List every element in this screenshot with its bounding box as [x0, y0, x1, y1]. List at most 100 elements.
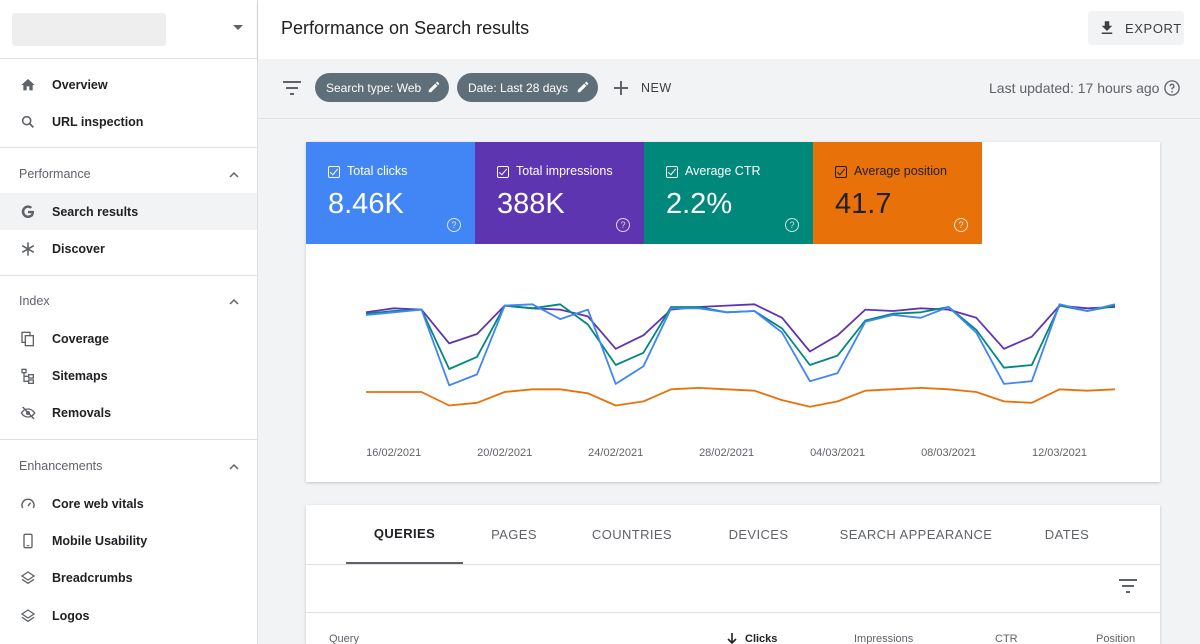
results-table-card: QUERIES PAGES COUNTRIES DEVICES SEARCH A… — [306, 505, 1160, 644]
property-selector[interactable] — [0, 0, 257, 59]
sitemap-icon — [19, 367, 37, 385]
series-line-2 — [365, 303, 1116, 387]
metric-value: 388K — [497, 188, 565, 220]
sidebar-item-discover[interactable]: Discover — [0, 230, 257, 267]
sidebar-item-label: Breadcrumbs — [52, 570, 133, 585]
sidebar-item-url-inspection[interactable]: URL inspection — [0, 103, 257, 140]
filter-list-icon[interactable] — [282, 80, 302, 96]
sidebar-item-core-web-vitals[interactable]: Core web vitals — [0, 485, 257, 522]
metric-total-clicks[interactable]: Total clicks 8.46K ? — [306, 142, 475, 244]
help-icon[interactable]: ? — [954, 218, 968, 232]
metric-value: 41.7 — [835, 188, 892, 220]
tab-queries[interactable]: QUERIES — [346, 505, 463, 564]
metric-label: Total clicks — [347, 164, 408, 178]
section-label: Enhancements — [19, 459, 103, 473]
tab-pages[interactable]: PAGES — [491, 527, 537, 542]
sidebar-item-label: Mobile Usability — [52, 533, 148, 548]
help-icon[interactable] — [1163, 79, 1181, 97]
x-tick-label: 04/03/2021 — [810, 447, 865, 459]
sidebar: Overview URL inspection Performance Sear… — [0, 0, 258, 644]
metric-label: Total impressions — [516, 164, 613, 178]
property-name-placeholder[interactable] — [12, 13, 166, 46]
chevron-up-icon[interactable] — [228, 169, 240, 181]
column-header-position[interactable]: Position — [1096, 633, 1136, 644]
help-icon[interactable]: ? — [616, 218, 630, 232]
metric-total-impressions[interactable]: Total impressions 388K ? — [475, 142, 644, 244]
export-button[interactable]: EXPORT — [1088, 11, 1184, 45]
sidebar-divider — [0, 439, 257, 440]
series-line-0 — [365, 303, 1116, 353]
layers-icon — [19, 607, 37, 625]
sidebar-item-coverage[interactable]: Coverage — [0, 320, 257, 357]
checkbox-checked-icon[interactable] — [835, 166, 847, 178]
page-header: Performance on Search results EXPORT — [258, 0, 1200, 59]
smartphone-icon — [19, 532, 37, 550]
sidebar-divider — [0, 275, 257, 276]
x-tick-label: 12/03/2021 — [1032, 447, 1087, 459]
x-tick-label: 08/03/2021 — [921, 447, 976, 459]
metric-label: Average CTR — [685, 164, 761, 178]
download-icon — [1101, 21, 1113, 34]
sidebar-item-label: URL inspection — [52, 114, 144, 129]
chip-search-type[interactable]: Search type: Web — [315, 73, 449, 102]
section-enhancements[interactable]: Enhancements — [0, 448, 257, 485]
arrow-down-icon[interactable] — [727, 632, 737, 644]
checkbox-checked-icon[interactable] — [497, 166, 509, 178]
x-tick-label: 28/02/2021 — [699, 447, 754, 459]
section-label: Performance — [19, 167, 91, 181]
eye-off-icon — [19, 404, 37, 422]
search-icon — [19, 113, 37, 131]
column-header-query[interactable]: Query — [329, 633, 359, 644]
help-icon[interactable]: ? — [785, 218, 799, 232]
section-index[interactable]: Index — [0, 283, 257, 320]
metric-average-position[interactable]: Average position 41.7 ? — [813, 142, 982, 244]
section-label: Index — [19, 294, 50, 308]
tab-countries[interactable]: COUNTRIES — [591, 527, 673, 542]
x-tick-label: 24/02/2021 — [588, 447, 643, 459]
x-tick-label: 20/02/2021 — [477, 447, 532, 459]
edit-pencil-icon[interactable] — [576, 80, 590, 94]
filter-list-icon[interactable] — [1118, 578, 1138, 594]
column-header-impressions[interactable]: Impressions — [854, 633, 914, 644]
metric-value: 2.2% — [666, 188, 733, 220]
metric-value: 8.46K — [328, 188, 404, 220]
performance-chart-card: Total clicks 8.46K ? Total impressions 3… — [306, 142, 1160, 482]
tab-dates[interactable]: DATES — [1044, 527, 1090, 542]
metric-average-ctr[interactable]: Average CTR 2.2% ? — [644, 142, 813, 244]
sidebar-item-label: Coverage — [52, 331, 109, 346]
sidebar-item-search-results[interactable]: Search results — [0, 193, 257, 230]
tab-search-appearance[interactable]: SEARCH APPEARANCE — [839, 527, 993, 542]
sidebar-item-breadcrumbs[interactable]: Breadcrumbs — [0, 559, 257, 596]
chip-label: Search type: Web — [326, 80, 422, 95]
series-line-1 — [365, 303, 1116, 370]
caret-down-icon[interactable] — [233, 25, 243, 30]
tab-devices[interactable]: DEVICES — [728, 527, 789, 542]
sidebar-item-overview[interactable]: Overview — [0, 66, 257, 103]
chevron-up-icon[interactable] — [228, 296, 240, 308]
sidebar-item-sitemaps[interactable]: Sitemaps — [0, 357, 257, 394]
sidebar-divider — [0, 147, 257, 148]
sidebar-item-mobile-usability[interactable]: Mobile Usability — [0, 522, 257, 559]
sidebar-item-label: Search results — [52, 204, 139, 219]
sidebar-item-label: Core web vitals — [52, 496, 144, 511]
checkbox-checked-icon[interactable] — [328, 166, 340, 178]
sidebar-item-logos[interactable]: Logos — [0, 597, 257, 634]
column-header-ctr[interactable]: CTR — [995, 633, 1018, 644]
page-title: Performance on Search results — [281, 18, 530, 38]
checkbox-checked-icon[interactable] — [666, 166, 678, 178]
series-line-3 — [366, 386, 1116, 408]
chip-date-range[interactable]: Date: Last 28 days — [457, 73, 598, 102]
sidebar-item-removals[interactable]: Removals — [0, 394, 257, 431]
google-g-icon — [19, 203, 37, 221]
speedometer-icon — [19, 495, 37, 513]
chevron-up-icon[interactable] — [228, 461, 240, 473]
chip-label: Date: Last 28 days — [468, 80, 569, 95]
help-icon[interactable]: ? — [447, 218, 461, 232]
sidebar-item-label: Logos — [52, 608, 90, 623]
performance-line-chart[interactable]: 16/02/2021 20/02/2021 24/02/2021 28/02/2021… — [306, 244, 1160, 482]
column-header-clicks[interactable]: Clicks — [745, 633, 778, 644]
edit-pencil-icon[interactable] — [427, 80, 441, 94]
section-performance[interactable]: Performance — [0, 156, 257, 193]
layers-icon — [19, 569, 37, 587]
new-label: NEW — [641, 81, 672, 95]
